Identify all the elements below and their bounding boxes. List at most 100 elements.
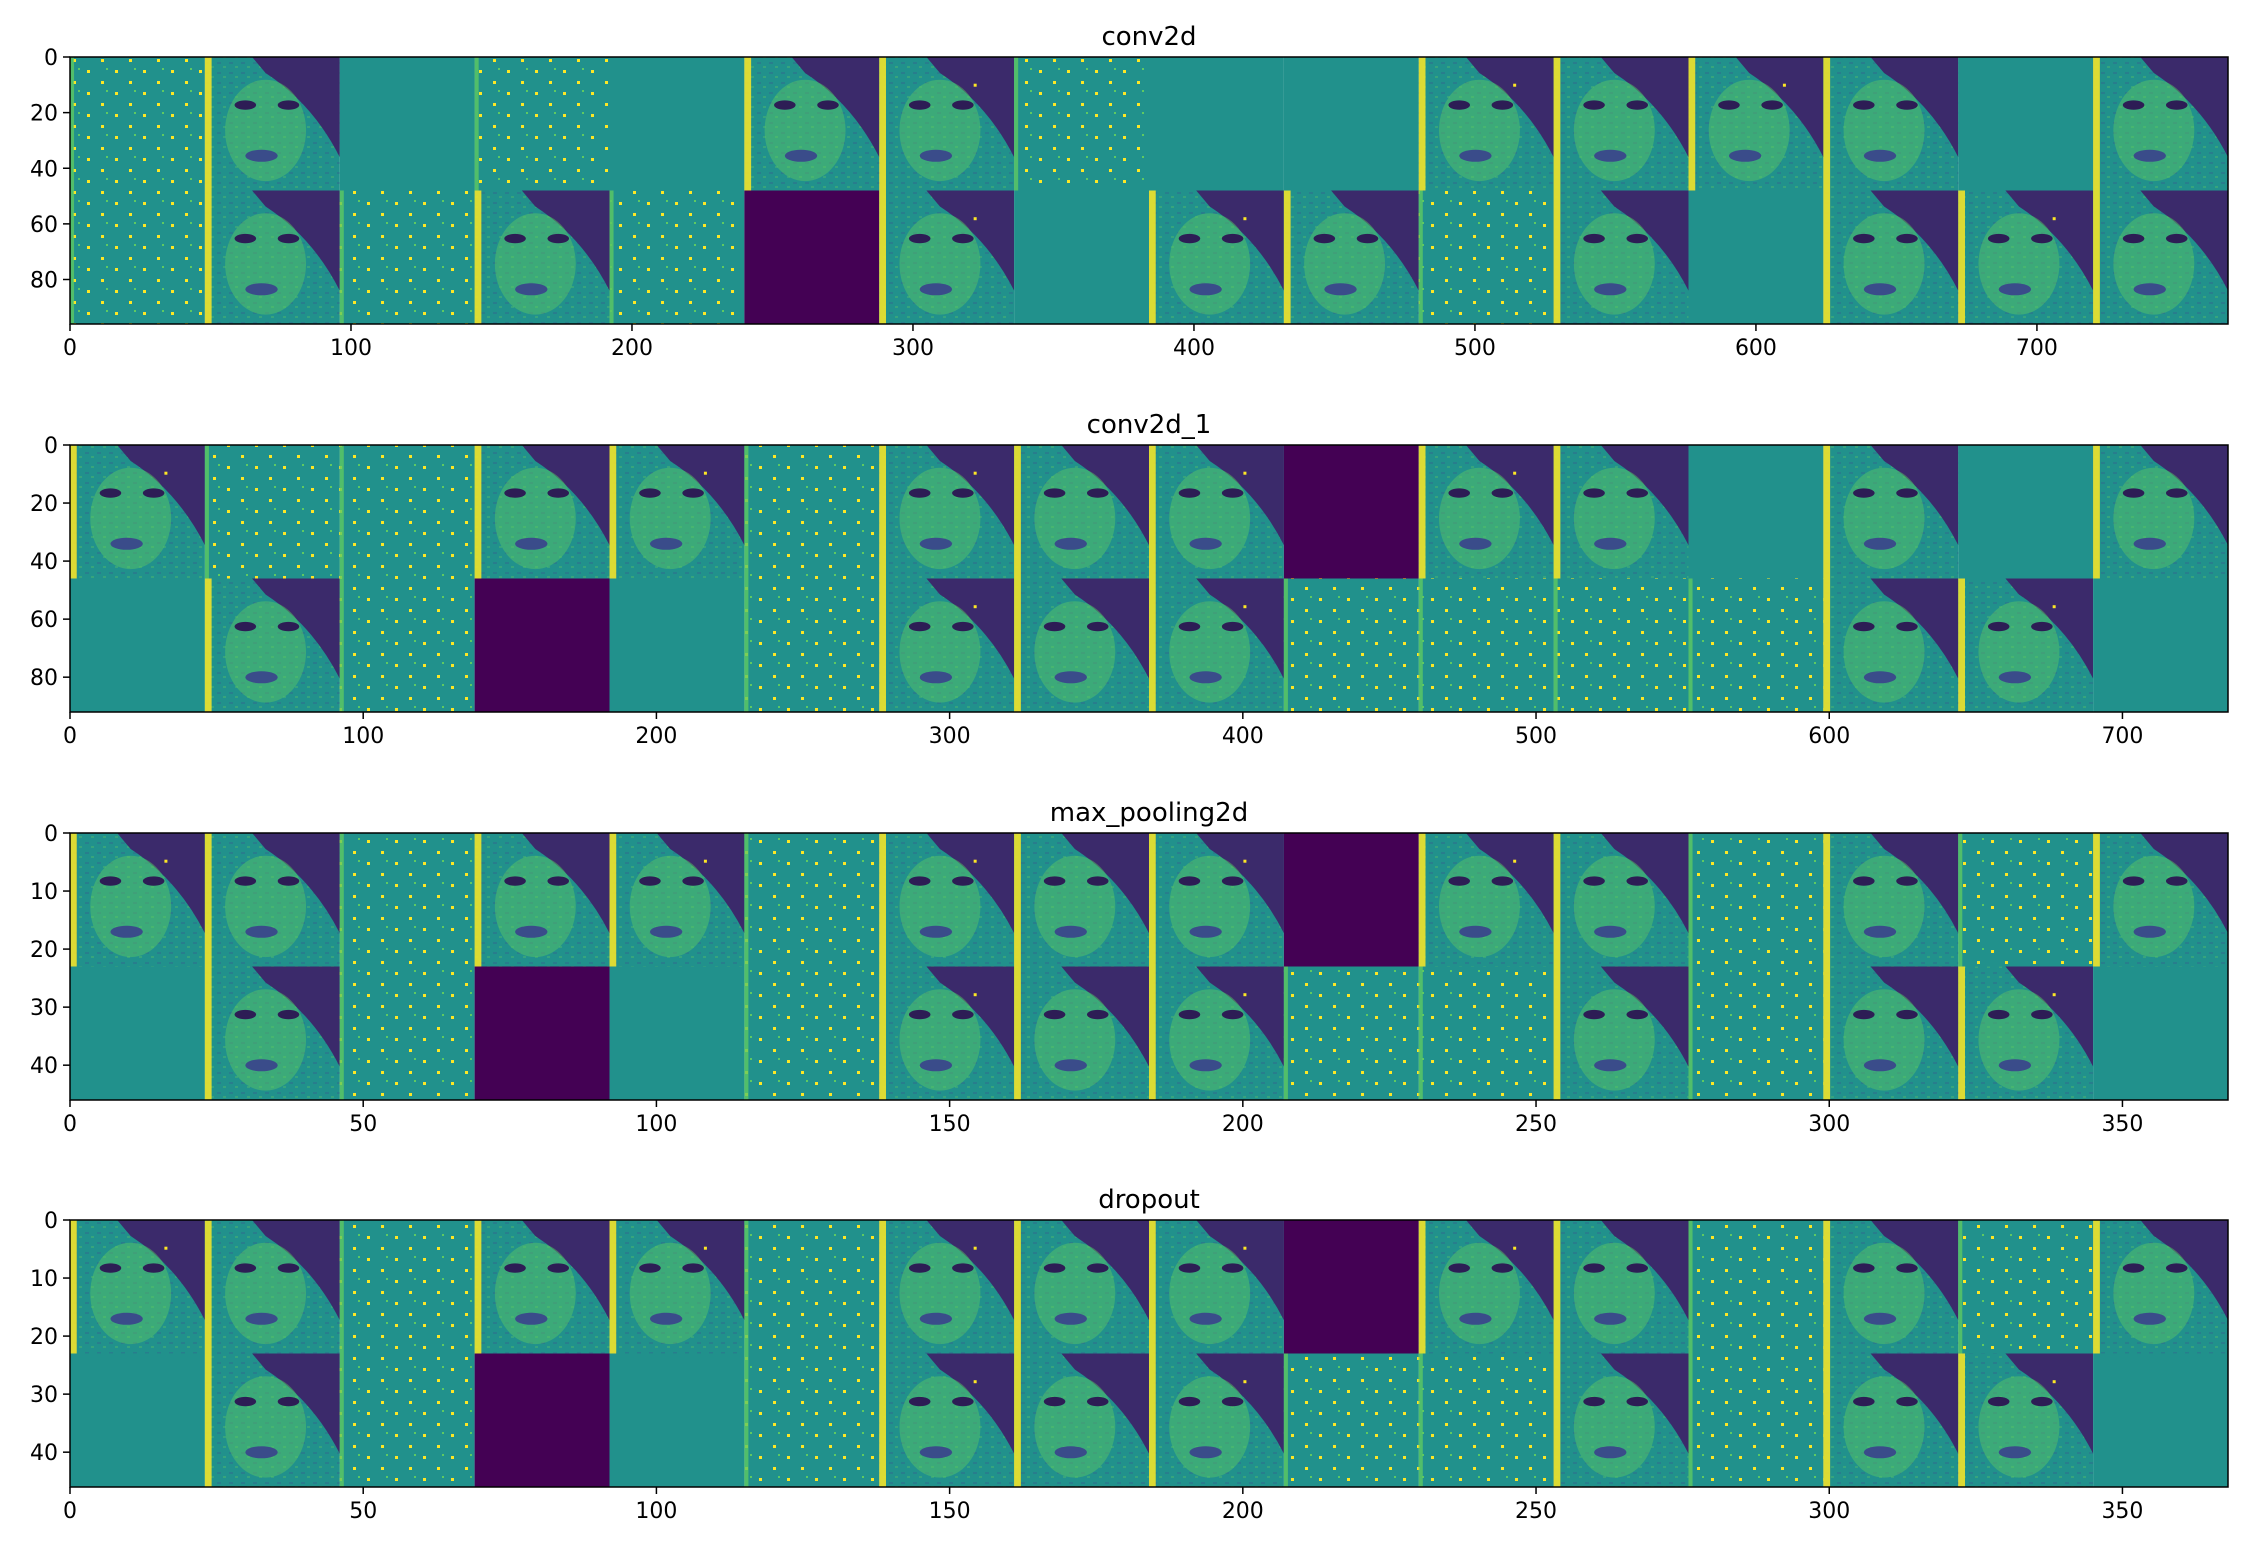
tile-lips — [649, 537, 683, 550]
tile-hair — [1465, 833, 1554, 934]
x-tick-label: 300 — [929, 724, 971, 749]
tile-skin — [899, 1376, 981, 1478]
feature-tile-flat — [70, 966, 205, 1100]
feature-tile-face — [1418, 445, 1554, 579]
tile-skin — [1169, 213, 1251, 315]
panel-title: conv2d — [1101, 22, 1196, 52]
tile-eye-right — [1356, 233, 1379, 244]
tile-edge — [70, 833, 77, 967]
tile-hair — [1870, 57, 1959, 158]
tile-edge — [1418, 578, 1423, 712]
tile-edge — [1553, 578, 1558, 712]
tile-grid — [70, 445, 2228, 712]
tile-skin — [1843, 79, 1925, 182]
x-tick-label: 0 — [63, 1499, 77, 1524]
tile-speckle — [474, 57, 610, 191]
tile-skin — [899, 79, 981, 182]
tile-eye-right — [277, 621, 300, 632]
tile-eye-right — [1221, 1009, 1244, 1020]
feature-tile-face — [1958, 578, 2094, 712]
tile-speckle — [1958, 1220, 2094, 1354]
tile-highlight — [1513, 83, 1517, 87]
tile-eye-left — [1987, 1396, 2010, 1407]
tile-hair — [117, 1220, 205, 1321]
tile-eye-left — [99, 488, 122, 498]
tile-edge — [1553, 190, 1561, 324]
tile-skin — [1843, 989, 1925, 1091]
tile-eye-right — [1221, 1396, 1244, 1407]
tile-eye-left — [1448, 876, 1471, 886]
x-tick-label: 150 — [929, 1112, 971, 1137]
tile-hair — [252, 1220, 340, 1321]
feature-tile-flat — [1958, 57, 2094, 191]
tile-highlight — [1513, 471, 1517, 475]
tile-eye-right — [142, 876, 165, 886]
tile-eye-right — [952, 1263, 974, 1273]
tile-speckle — [339, 1220, 475, 1354]
tile-background — [70, 966, 205, 1100]
tile-highlight — [1243, 1380, 1247, 1384]
feature-tile-face — [879, 833, 1015, 967]
tile-lips — [919, 1059, 953, 1072]
tile-background — [609, 57, 745, 191]
tile-eye-right — [547, 876, 570, 886]
tile-hair — [117, 833, 205, 934]
tile-eye-left — [2122, 100, 2145, 110]
tile-hair — [521, 1220, 610, 1321]
tile-edge — [744, 1353, 749, 1487]
tile-speckle — [1688, 966, 1824, 1100]
tile-edge — [339, 1353, 344, 1487]
tile-lips — [1998, 1446, 2032, 1459]
feature-tile-face — [1958, 190, 2094, 324]
tile-lips — [919, 537, 953, 550]
tile-skin — [2113, 213, 2195, 315]
tile-speckle — [339, 578, 475, 712]
tile-skin — [1034, 601, 1116, 703]
tile-lips — [1459, 1312, 1492, 1325]
x-tick-label: 500 — [1515, 724, 1557, 749]
tile-eye-left — [99, 1263, 122, 1273]
feature-tile-face — [1553, 57, 1689, 191]
tile-skin — [2113, 467, 2195, 570]
tile-eye-left — [234, 1263, 257, 1273]
feature-tile-face — [879, 57, 1015, 191]
feature-tile-dark — [474, 1353, 610, 1487]
x-tick-label: 400 — [1222, 724, 1264, 749]
tile-skin — [1438, 1242, 1520, 1345]
tile-eye-right — [1896, 233, 1918, 244]
x-tick-label: 300 — [1808, 1499, 1850, 1524]
tile-hair — [1600, 1353, 1689, 1454]
tile-background — [1283, 1220, 1419, 1354]
feature-tile-sparse — [474, 57, 610, 191]
tile-edge — [70, 445, 77, 579]
tile-speckle — [1418, 966, 1554, 1100]
tile-eye-left — [1178, 1396, 1201, 1407]
x-tick-label: 0 — [63, 1112, 77, 1137]
tile-edge — [204, 1353, 212, 1487]
feature-tile-flat — [1958, 445, 2094, 579]
tile-background — [1688, 190, 1824, 324]
feature-tile-face — [1418, 833, 1554, 967]
tile-hair — [1600, 190, 1689, 291]
tile-eye-right — [1626, 233, 1649, 244]
tile-lips — [1863, 149, 1897, 162]
tile-lips — [1594, 283, 1627, 296]
tile-edge — [1823, 1220, 1831, 1354]
tile-skin — [225, 855, 307, 958]
feature-tile-face — [1823, 1220, 1959, 1354]
tile-skin — [494, 1242, 576, 1345]
tile-lips — [1594, 149, 1627, 162]
tile-eye-left — [1178, 1263, 1201, 1273]
tile-edge — [1283, 1353, 1288, 1487]
tile-background — [744, 190, 880, 324]
tile-hair — [117, 445, 205, 546]
tile-skin — [1438, 79, 1520, 182]
tile-lips — [110, 537, 143, 550]
tile-edge — [1688, 1353, 1693, 1487]
tile-hair — [521, 190, 610, 291]
tile-lips — [110, 1312, 143, 1325]
tile-eye-left — [1853, 488, 1875, 498]
tile-hair — [926, 1220, 1015, 1321]
tile-skin — [225, 1376, 307, 1478]
tile-speckle — [204, 445, 340, 579]
